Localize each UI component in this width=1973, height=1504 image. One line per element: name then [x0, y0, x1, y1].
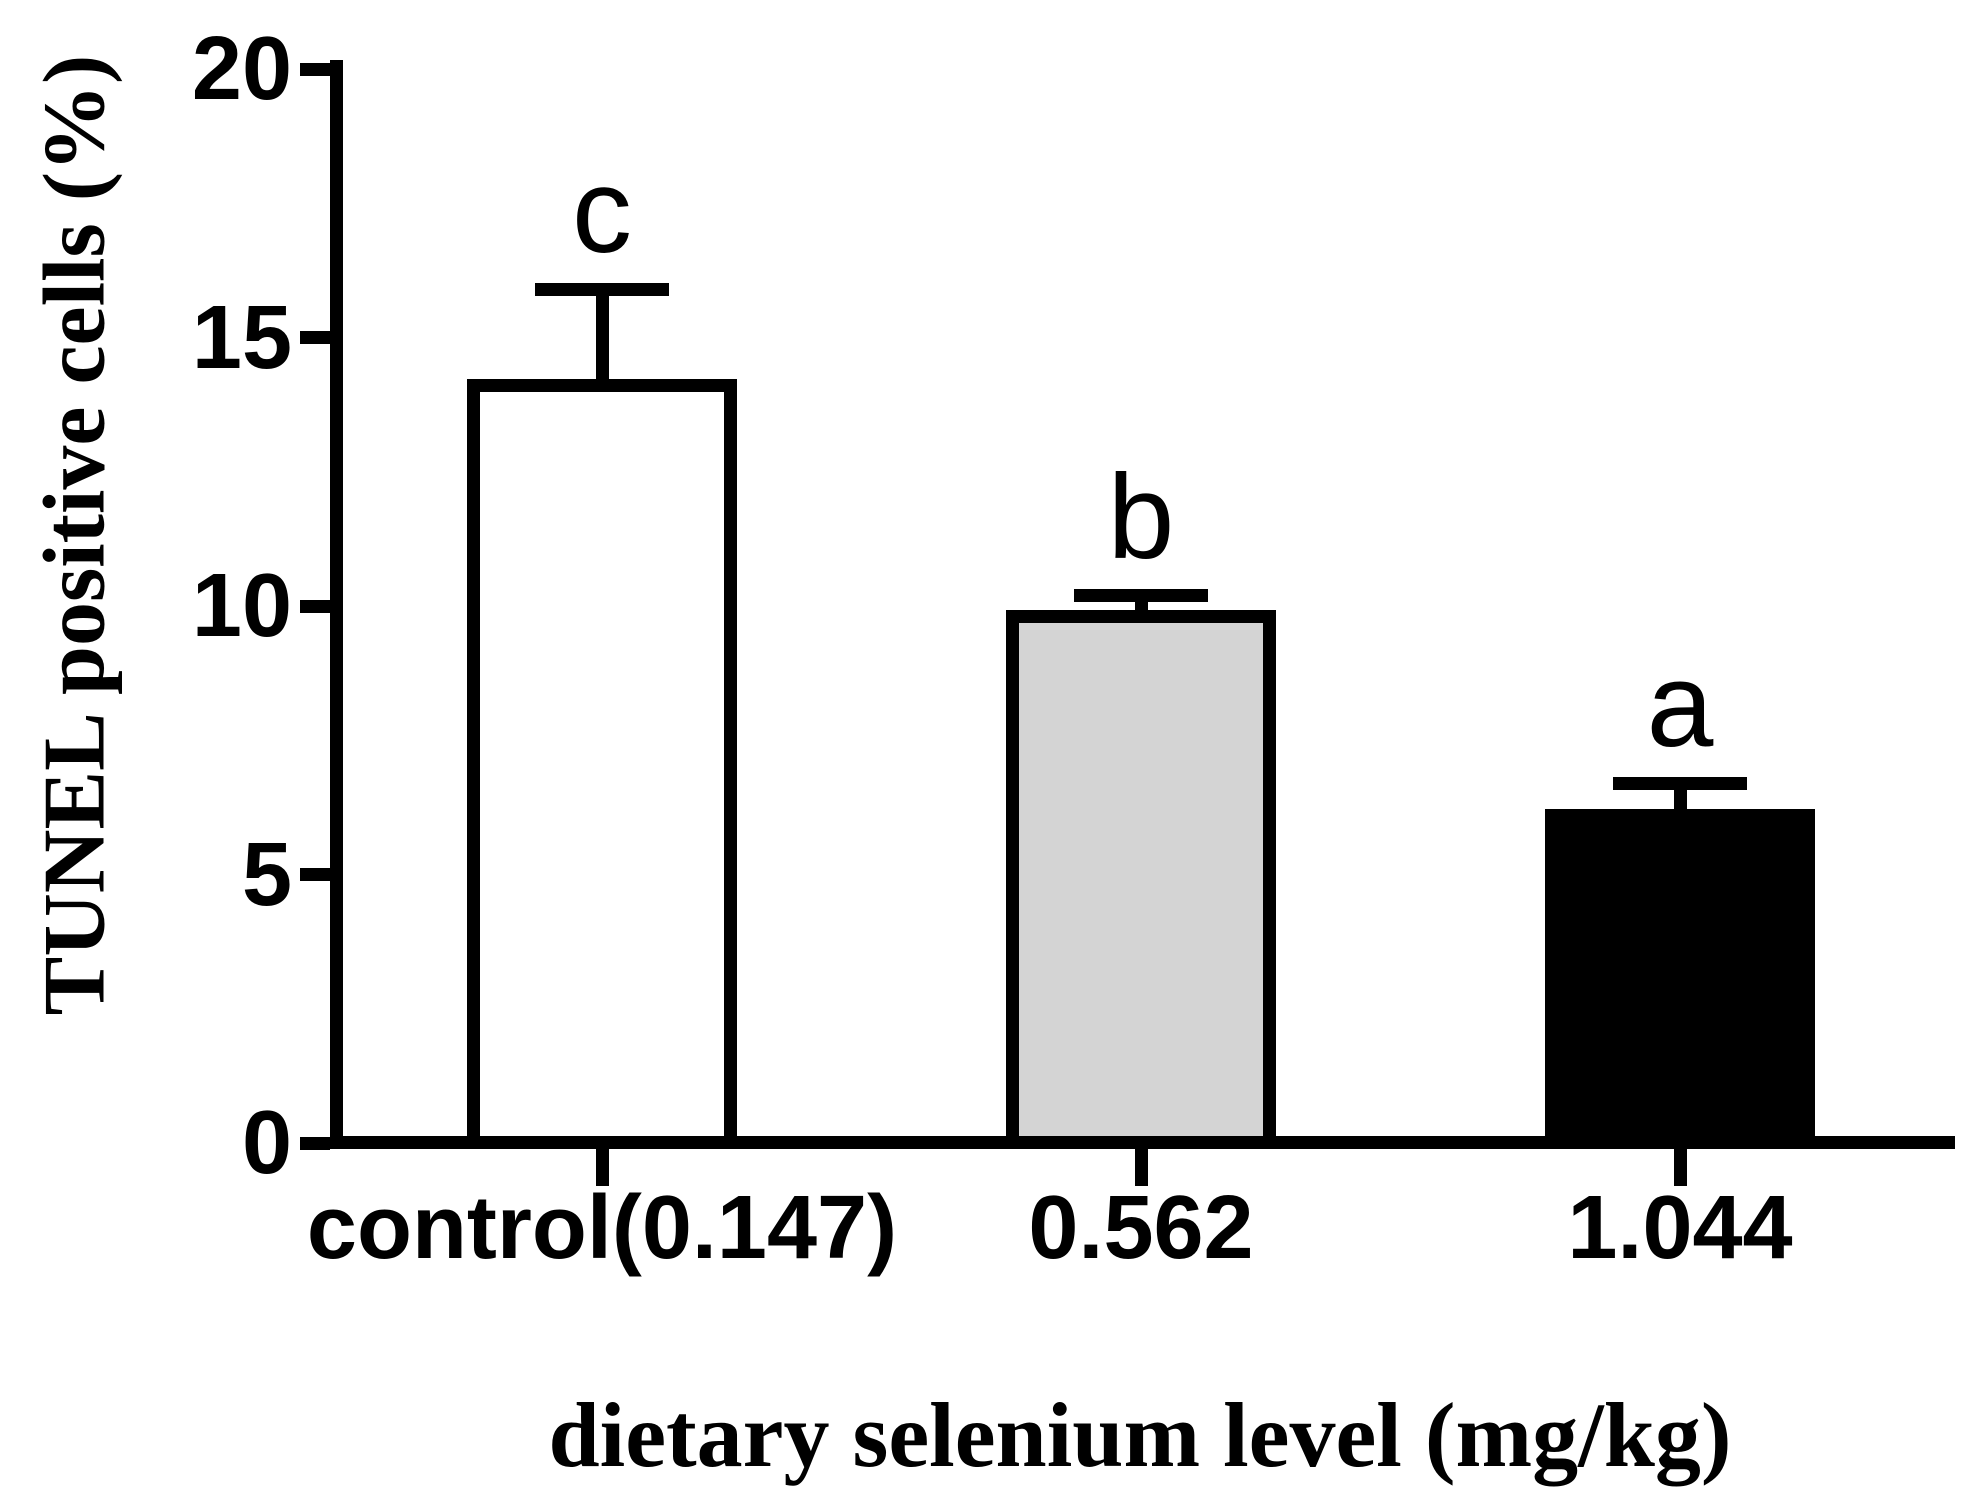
y-tick [300, 63, 330, 76]
x-axis-title: dietary selenium level (mg/kg) [548, 1384, 1732, 1486]
error-cap [1074, 589, 1208, 602]
significance-letter: a [1646, 638, 1714, 772]
x-category-label: 1.044 [1567, 1178, 1793, 1278]
error-cap [1613, 777, 1747, 790]
error-bar [1674, 783, 1687, 815]
y-tick-label: 20 [191, 19, 292, 119]
bar [1545, 809, 1815, 1149]
y-tick-label: 0 [241, 1093, 292, 1193]
x-tick [596, 1149, 609, 1186]
y-tick [300, 331, 330, 344]
bar [467, 379, 737, 1149]
bar [1006, 610, 1276, 1149]
y-axis-line [330, 60, 343, 1149]
x-tick [1674, 1149, 1687, 1186]
y-tick-label: 5 [241, 825, 292, 925]
y-tick-label: 10 [191, 556, 292, 656]
x-category-label: control(0.147) [306, 1178, 898, 1278]
significance-letter: c [572, 144, 632, 278]
y-tick [300, 1137, 330, 1150]
y-tick [300, 600, 330, 613]
x-category-label: 0.562 [1028, 1178, 1254, 1278]
y-tick [300, 868, 330, 881]
error-cap [535, 283, 669, 296]
y-tick-label: 15 [191, 288, 292, 388]
error-bar [596, 289, 609, 386]
significance-letter: b [1107, 450, 1175, 584]
x-tick [1135, 1149, 1148, 1186]
